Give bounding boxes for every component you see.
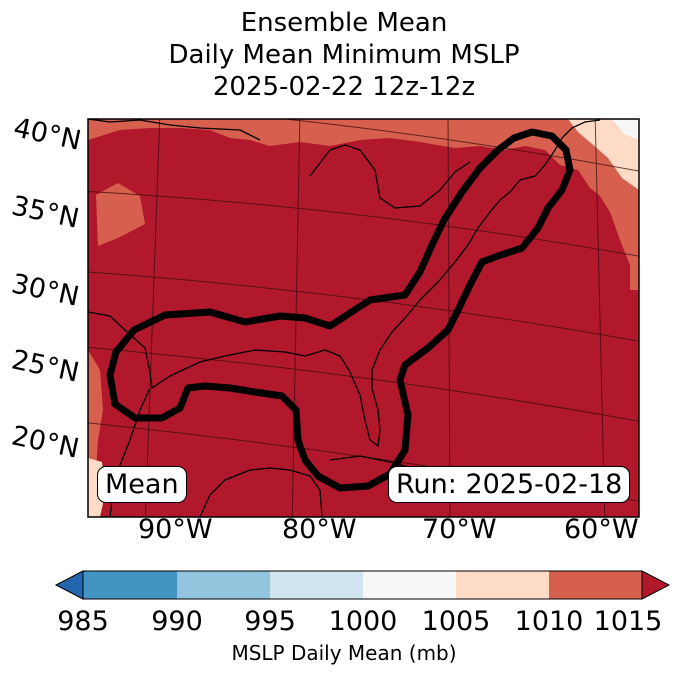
title-line-3: 2025-02-22 12z-12z: [212, 72, 476, 102]
parallel-25n: [88, 346, 639, 422]
field-1005-1010-northeast: [568, 119, 639, 190]
coast-gulf-us: [88, 191, 511, 447]
field-1000-1005-corner: [612, 119, 639, 140]
colorbar-tick-1015: 1015: [593, 606, 663, 637]
colorbar-tick-985: 985: [57, 606, 109, 637]
run-date-box: Run: 2025-02-18: [388, 466, 631, 503]
field-above-1015: [88, 119, 639, 517]
coast-yucatan: [199, 467, 323, 517]
colorbar-swatch-1010-1015: [549, 571, 642, 599]
lon-label-80w: 80°W: [282, 514, 357, 545]
colorbar-tick-1010: 1010: [514, 606, 584, 637]
map-panel: [88, 119, 639, 517]
mean-box: Mean: [97, 466, 187, 503]
colorbar-label: MSLP Daily Mean (mb): [231, 641, 457, 665]
coast-hudson-north: [88, 119, 261, 141]
parallel-35n: [88, 190, 639, 257]
colorbar-swatch-990-995: [177, 571, 270, 599]
coast-great-lakes: [309, 144, 471, 209]
lon-label-70w: 70°W: [422, 514, 497, 545]
coastlines: [88, 119, 601, 517]
lon-label-60w: 60°W: [564, 514, 639, 545]
colorbar-swatch-995-1000: [270, 571, 363, 599]
lon-label-90w: 90°W: [138, 514, 213, 545]
colorbar-frame: [82, 570, 643, 600]
colorbar-swatch-1005-1010: [456, 571, 549, 599]
colorbar-tick-995: 995: [244, 606, 296, 637]
parallel-40n: [280, 119, 639, 172]
title-line-2: Daily Mean Minimum MSLP: [168, 40, 520, 70]
colorbar-tick-1005: 1005: [421, 606, 491, 637]
colorbar: [54, 570, 671, 600]
colorbar-extend-low: [54, 570, 84, 600]
meridian-60w: [594, 119, 606, 517]
map-frame: [87, 118, 640, 518]
colorbar-swatch-1000-1005: [363, 571, 456, 599]
title-line-1: Ensemble Mean: [240, 8, 448, 38]
coast-newengland: [509, 119, 601, 193]
colorbar-tick-1000: 1000: [328, 606, 398, 637]
parallel-30n: [88, 271, 639, 342]
field-1010-1015-west: [88, 350, 103, 480]
field-1010-1015-blob: [96, 183, 145, 246]
region-outline: [106, 128, 574, 492]
colorbar-extend-high: [641, 570, 671, 600]
colorbar-tick-990: 990: [151, 606, 203, 637]
colorbar-swatch-985-990: [83, 571, 177, 599]
